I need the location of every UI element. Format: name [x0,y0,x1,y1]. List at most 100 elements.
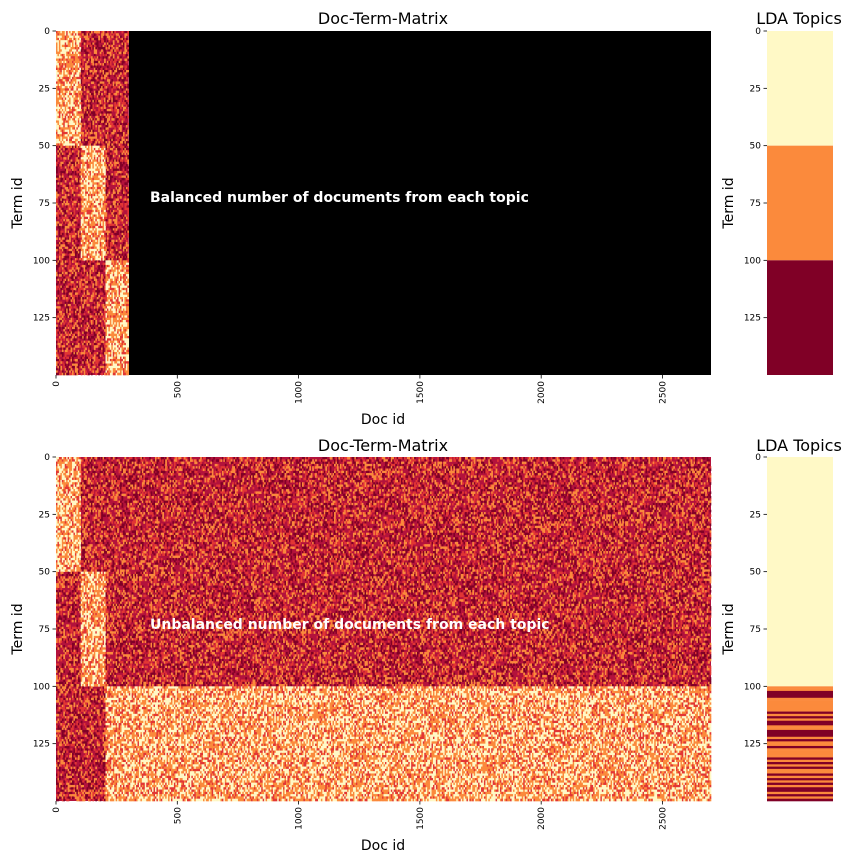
heatmap-cell [117,233,119,236]
heatmap-cell [88,84,90,87]
heatmap-cell [59,214,61,217]
heatmap-cell [76,249,78,252]
heatmap-cell [65,231,67,234]
heatmap-cell [82,320,84,323]
heatmap-cell [87,276,89,279]
heatmap-cell [123,139,125,142]
heatmap-cell [127,84,129,87]
heatmap-cell [57,221,59,224]
heatmap-cell [79,308,81,311]
heatmap-cell [69,237,71,240]
heatmap-cell [97,334,99,337]
heatmap-cell [57,205,59,208]
heatmap-cell [92,325,94,328]
heatmap-cell [120,180,122,183]
heatmap-cell [68,226,70,229]
heatmap-cell [97,65,99,68]
heatmap-cell [94,75,96,78]
heatmap-cell [122,120,124,123]
heatmap-cell [101,141,103,144]
heatmap-cell [56,299,58,302]
heatmap-cell [105,212,107,215]
heatmap-cell [126,77,128,80]
heatmap-cell [73,166,75,169]
heatmap-cell [78,331,80,334]
heatmap-cell [122,164,124,167]
heatmap-cell [116,205,118,208]
heatmap-cell [107,150,109,153]
heatmap-cell [108,42,110,45]
heatmap-cell [119,45,121,48]
heatmap-cell [69,304,71,307]
heatmap-cell [108,141,110,144]
heatmap-cell [88,292,90,295]
heatmap-cell [68,210,70,213]
heatmap-cell [114,123,116,126]
heatmap-cell [76,308,78,311]
heatmap-cell [63,318,65,321]
heatmap-cell [114,178,116,181]
heatmap-cell [126,98,128,101]
heatmap-cell [82,281,84,284]
heatmap-cell [59,212,61,215]
heatmap-cell [82,276,84,279]
heatmap-cell [103,123,105,126]
heatmap-cell [88,134,90,137]
heatmap-cell [84,327,86,330]
heatmap-cell [71,283,73,286]
heatmap-cell [95,127,97,130]
heatmap-cell [111,45,113,48]
heatmap-cell [127,210,129,213]
heatmap-cell [107,127,109,130]
heatmap-cell [69,150,71,153]
heatmap-cell [127,313,129,316]
heatmap-cell [104,63,106,66]
heatmap-cell [97,40,99,43]
heatmap-cell [63,192,65,195]
heatmap-cell [72,214,74,217]
heatmap-cell [84,59,86,62]
heatmap-cell [85,139,87,142]
heatmap-cell [76,146,78,149]
dtm-top-heatmap [56,31,129,375]
heatmap-cell [119,118,121,121]
heatmap-cell [87,123,89,126]
heatmap-cell [114,201,116,204]
heatmap-cell [57,272,59,275]
heatmap-cell [82,132,84,135]
heatmap-cell [127,150,129,153]
heatmap-cell [79,61,81,64]
heatmap-cell [124,107,126,110]
heatmap-cell [119,104,121,107]
heatmap-cell [68,203,70,206]
heatmap-cell [66,295,68,298]
heatmap-cell [100,327,102,330]
heatmap-cell [92,42,94,45]
heatmap-cell [56,276,58,279]
heatmap-cell [68,164,70,167]
heatmap-cell [56,288,58,291]
heatmap-cell [56,274,58,277]
heatmap-cell [122,63,124,66]
heatmap-cell [123,61,125,64]
heatmap-cell [127,166,129,169]
heatmap-cell [108,98,110,101]
heatmap-cell [127,116,129,119]
heatmap-cell [68,322,70,325]
heatmap-cell [95,49,97,52]
heatmap-cell [65,249,67,252]
heatmap-cell [71,208,73,211]
heatmap-cell [92,36,94,39]
heatmap-cell [114,155,116,158]
heatmap-cell [116,146,118,149]
heatmap-cell [127,192,129,195]
heatmap-cell [117,214,119,217]
heatmap-cell [105,56,107,59]
heatmap-cell [75,217,77,220]
heatmap-cell [56,233,58,236]
heatmap-cell [72,279,74,282]
heatmap-cell [78,253,80,256]
heatmap-cell [120,201,122,204]
heatmap-cell [56,166,58,169]
heatmap-cell [78,338,80,341]
